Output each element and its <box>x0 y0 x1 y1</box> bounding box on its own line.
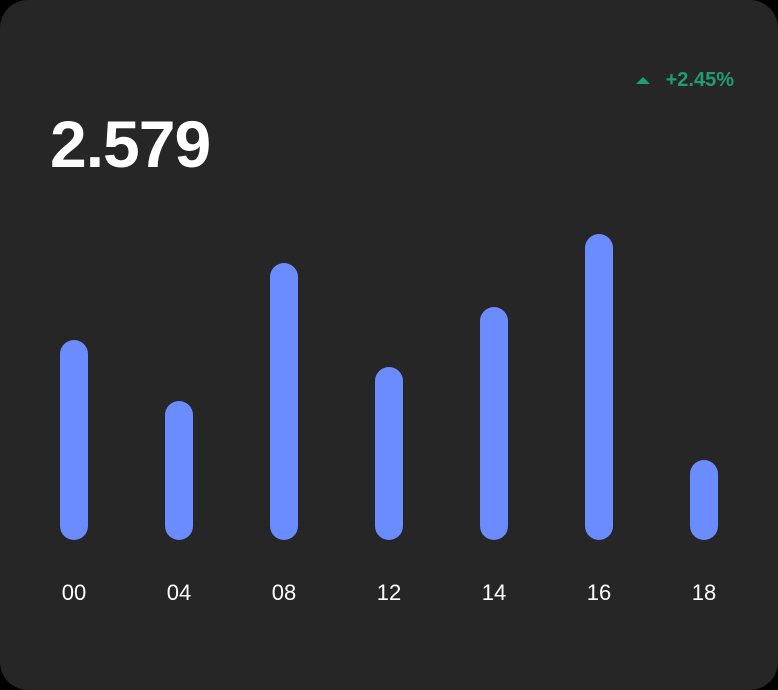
bar-14 <box>480 307 508 540</box>
bar-04 <box>165 401 193 540</box>
change-value: +2.45% <box>665 69 734 91</box>
x-tick-label: 08 <box>272 580 296 605</box>
bars-group <box>60 234 718 540</box>
bar-08 <box>270 263 298 540</box>
x-tick-label: 16 <box>587 580 611 605</box>
total-value: 2.579 <box>50 107 211 181</box>
bar-18 <box>690 460 718 540</box>
x-tick-label: 18 <box>692 580 716 605</box>
bar-12 <box>375 367 403 540</box>
arrow-up-icon <box>635 76 650 84</box>
x-tick-label: 04 <box>167 580 191 605</box>
x-tick-label: 00 <box>62 580 86 605</box>
x-tick-label: 14 <box>482 580 506 605</box>
x-axis-ticks: 00 04 08 12 14 16 18 <box>62 580 716 605</box>
x-tick-label: 12 <box>377 580 401 605</box>
bar-16 <box>585 234 613 540</box>
bar-00 <box>60 340 88 540</box>
change-indicator: +2.45% <box>635 66 734 94</box>
